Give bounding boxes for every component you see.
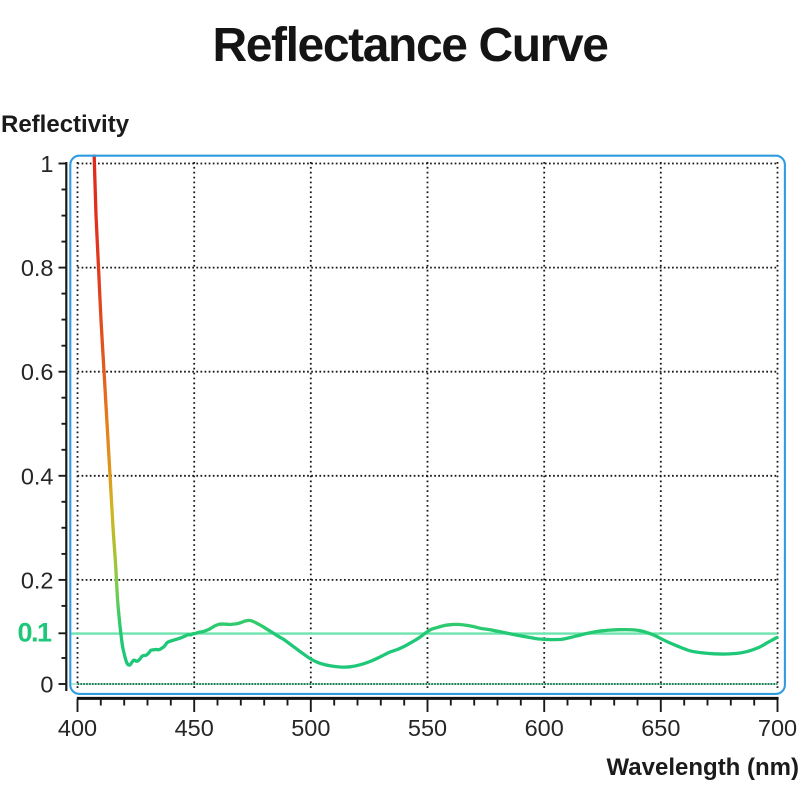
svg-text:550: 550 bbox=[408, 715, 447, 741]
svg-text:0.1: 0.1 bbox=[17, 618, 52, 648]
svg-text:1: 1 bbox=[40, 151, 53, 177]
svg-text:0.4: 0.4 bbox=[21, 463, 54, 489]
svg-text:500: 500 bbox=[291, 715, 330, 741]
svg-text:0.8: 0.8 bbox=[21, 255, 54, 281]
svg-text:650: 650 bbox=[641, 715, 680, 741]
svg-text:400: 400 bbox=[58, 715, 97, 741]
svg-text:0: 0 bbox=[40, 672, 53, 698]
svg-text:450: 450 bbox=[175, 715, 214, 741]
svg-text:0.6: 0.6 bbox=[21, 359, 54, 385]
svg-text:600: 600 bbox=[525, 715, 564, 741]
svg-text:700: 700 bbox=[758, 715, 797, 741]
svg-text:0.2: 0.2 bbox=[21, 567, 54, 593]
